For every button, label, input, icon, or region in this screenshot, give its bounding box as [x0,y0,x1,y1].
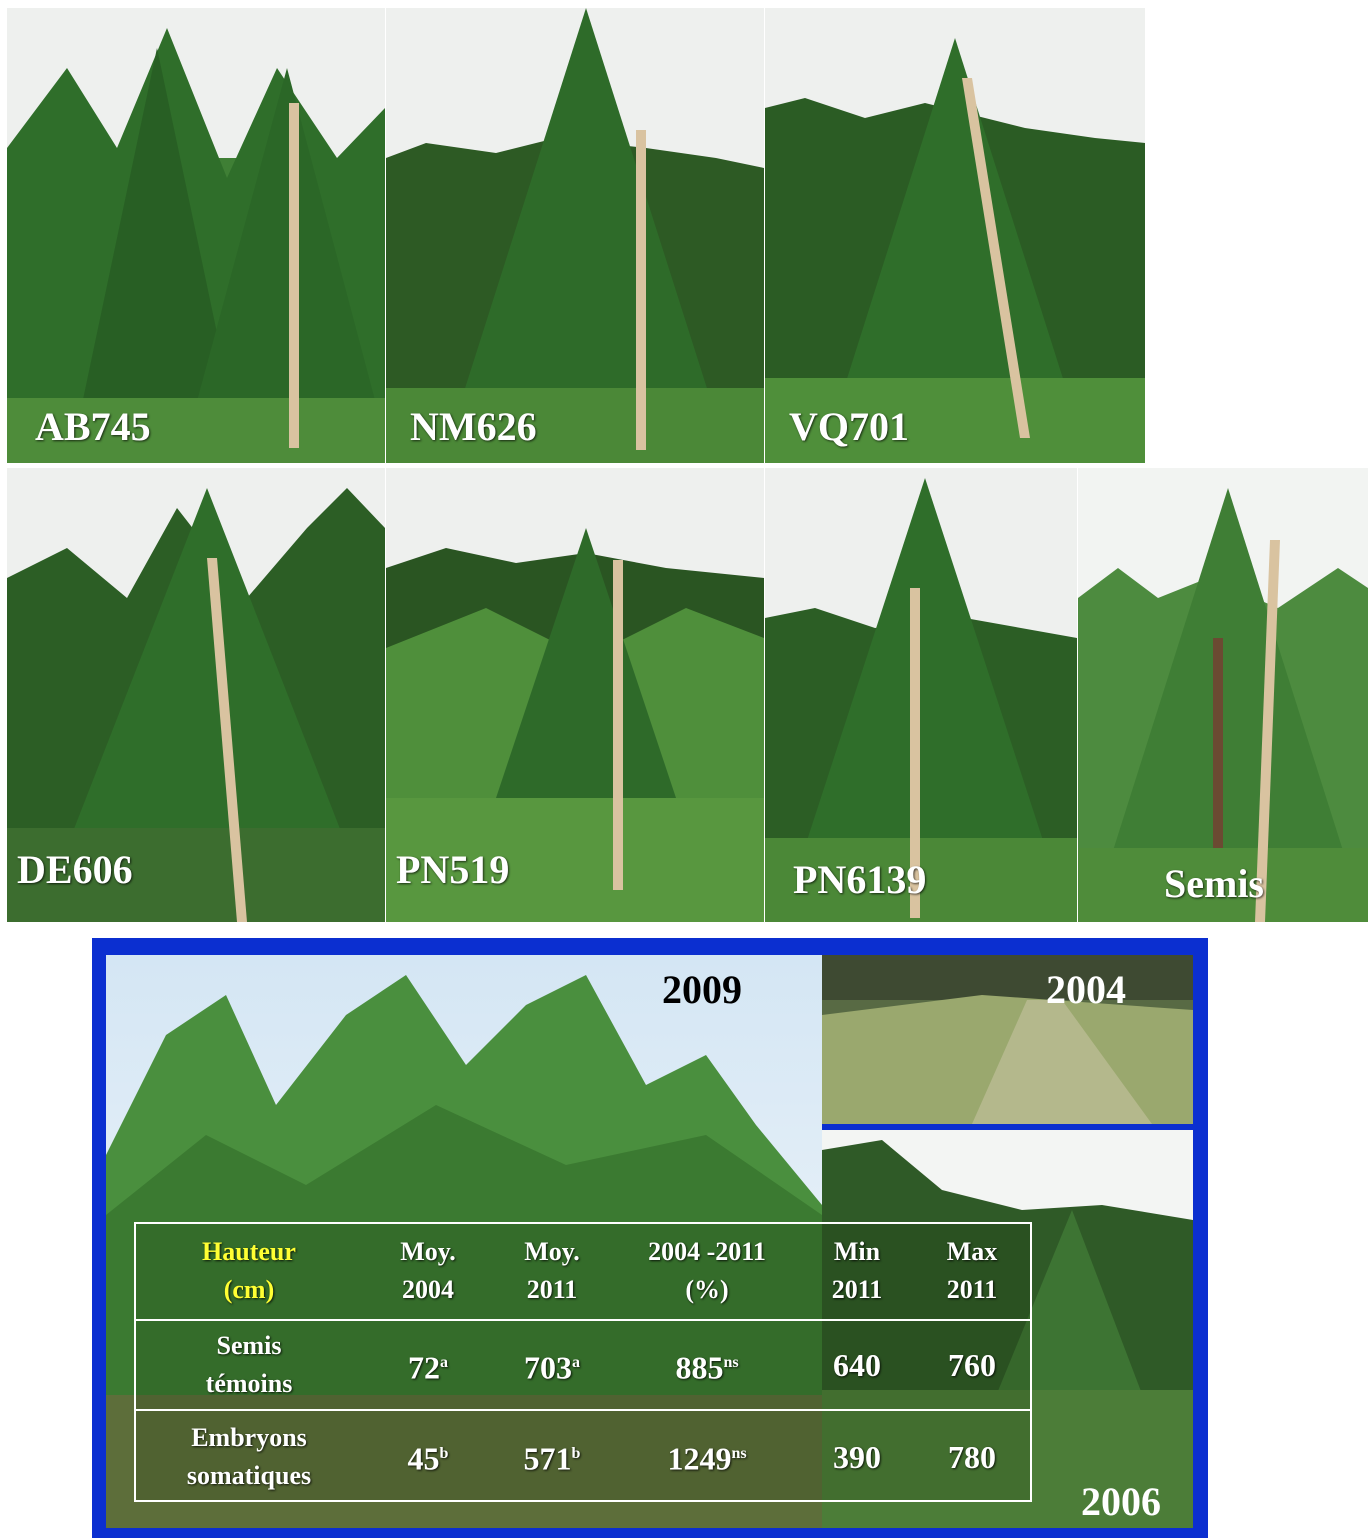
cell-pct: 885ns [675,1349,739,1386]
photo-2006 [822,1130,1193,1528]
cell-moy2004: 72a [408,1349,448,1386]
cell-max: 760 [948,1347,996,1383]
header-cell: Min 2011 [831,1236,883,1304]
photo-label: DE606 [17,847,133,892]
photo-vq701: VQ701 [765,8,1145,463]
height-table: Hauteur (cm) Moy. 2004 Moy. 2011 2004 -2011… [134,1222,1032,1502]
photo-label: NM626 [410,404,537,449]
photo-label: Semis [1164,861,1264,906]
row-label: Embryons somatiques [186,1422,312,1490]
photo-de606: DE606 [7,468,385,922]
photo-pn6139: PN6139 [765,468,1077,922]
photo-nm626: NM626 [386,8,764,463]
photo-2009 [106,955,822,1528]
photo-semis: Semis [1078,468,1368,922]
table-row: Embryons somatiques 45b 571b 1249ns 390 7… [134,1410,1032,1502]
photo-label: AB745 [35,404,151,449]
cell-pct: 1249ns [667,1440,747,1477]
cell-moy2011: 571b [523,1440,581,1477]
header-cell: Hauteur (cm) [202,1236,296,1304]
table-row: Semis témoins 72a 703a 885ns 640 760 [134,1320,1032,1410]
table-header-row: Hauteur (cm) Moy. 2004 Moy. 2011 2004 -2011… [134,1222,1032,1320]
row-label: Semis témoins [205,1331,293,1398]
cell-min: 390 [833,1438,881,1475]
cell-max: 780 [948,1438,996,1475]
cell-moy2004: 45b [407,1440,449,1477]
photo-label: VQ701 [789,404,909,449]
photo-ab745: AB745 [7,8,385,463]
photo-pn519: PN519 [386,468,764,922]
photo-2004 [822,955,1193,1124]
year-2004-label: 2004 [1046,967,1126,1012]
header-cell: Max 2011 [946,1236,998,1304]
year-2009-label: 2009 [662,967,742,1012]
photo-label: PN6139 [793,857,927,902]
cell-min: 640 [833,1347,881,1383]
header-cell: 2004 -2011 (%) [648,1236,766,1304]
photo-label: PN519 [396,847,510,892]
year-2006-label: 2006 [1081,1479,1161,1524]
header-cell: Moy. 2011 [524,1236,580,1304]
cell-moy2011: 703a [524,1349,580,1386]
header-cell: Moy. 2004 [400,1236,456,1304]
